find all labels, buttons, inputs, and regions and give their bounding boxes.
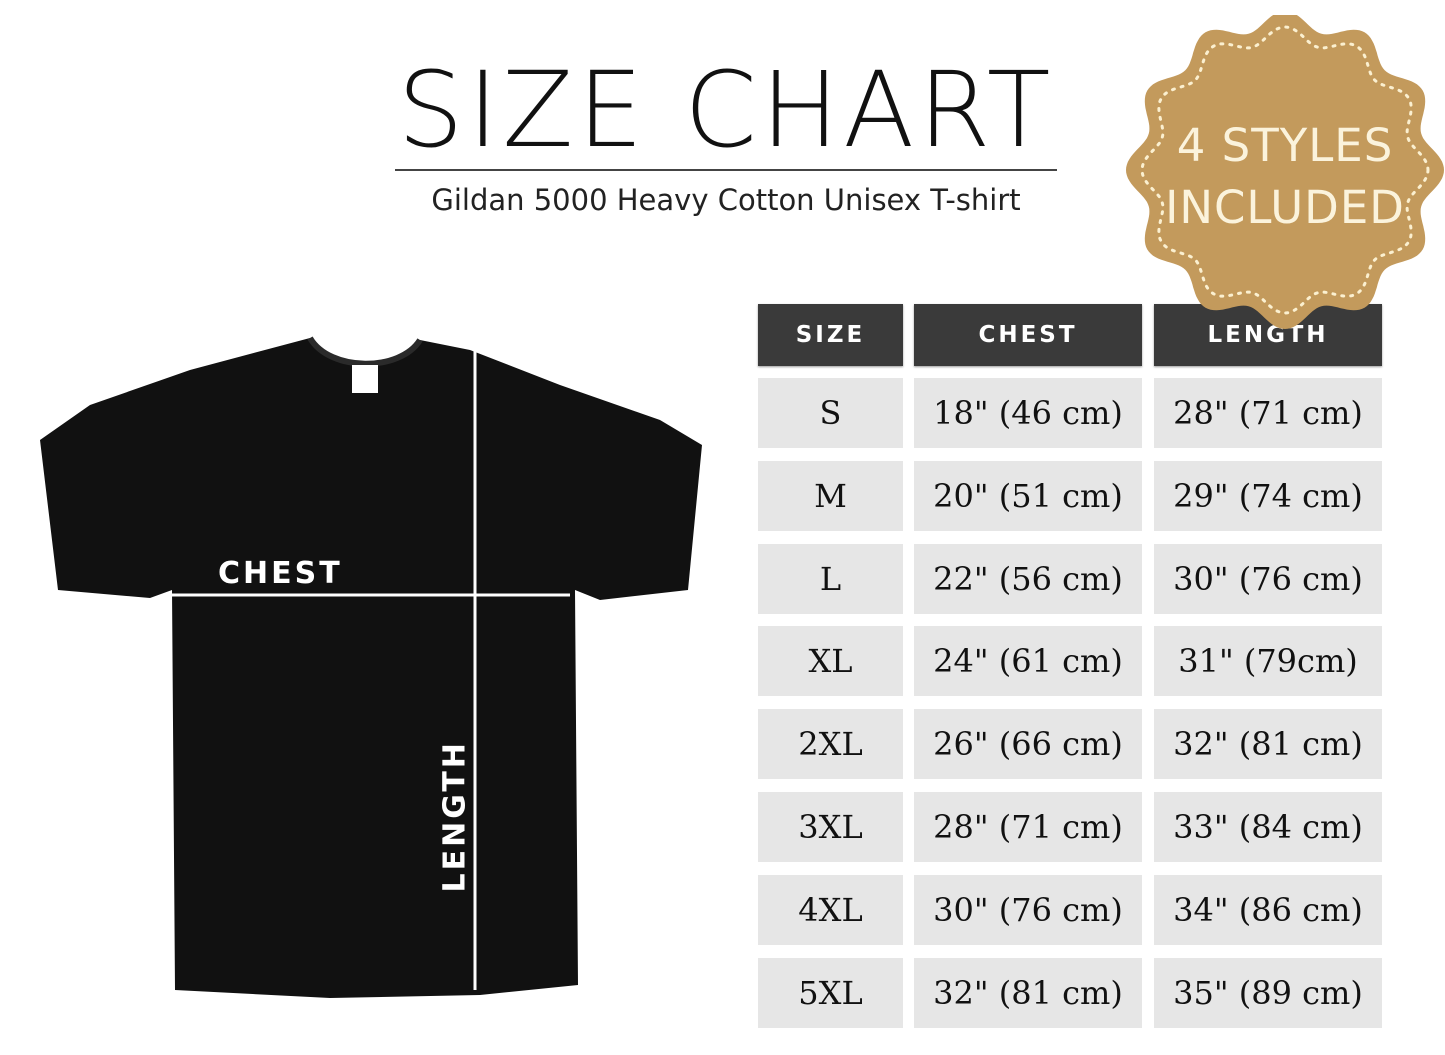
- length-label: LENGTH: [437, 740, 473, 893]
- page-title: SIZE CHART: [397, 49, 1055, 171]
- cell-size: L: [758, 543, 903, 614]
- tshirt-illustration: [40, 336, 702, 998]
- badge-seal: [1126, 15, 1444, 329]
- cell-length: 30" (76 cm): [1154, 543, 1382, 614]
- tshirt-shape: [40, 338, 702, 998]
- cell-chest: 32" (81 cm): [914, 957, 1142, 1028]
- cell-chest: 28" (71 cm): [914, 792, 1142, 862]
- cell-chest: 30" (76 cm): [914, 874, 1142, 945]
- cell-length: 35" (89 cm): [1154, 957, 1382, 1028]
- cell-size: 2XL: [758, 709, 903, 780]
- cell-chest: 22" (56 cm): [914, 543, 1142, 614]
- cell-chest: 24" (61 cm): [914, 626, 1142, 697]
- cell-size: 3XL: [758, 792, 903, 862]
- badge-line-2: INCLUDED: [1165, 181, 1405, 234]
- cell-length: 31" (79cm): [1154, 626, 1382, 697]
- chest-label: CHEST: [218, 556, 343, 591]
- tshirt-tag: [352, 365, 378, 393]
- cell-size: S: [758, 378, 903, 448]
- badge-scallop-shape: [1126, 15, 1444, 329]
- cell-length: 34" (86 cm): [1154, 874, 1382, 945]
- header-size: SIZE: [758, 304, 903, 366]
- cell-chest: 26" (66 cm): [914, 709, 1142, 780]
- cell-size: 4XL: [758, 874, 903, 945]
- cell-chest: 18" (46 cm): [914, 378, 1142, 448]
- title-divider: [395, 169, 1057, 171]
- badge-text: 4 STYLES INCLUDED: [1130, 115, 1440, 239]
- cell-length: 33" (84 cm): [1154, 792, 1382, 862]
- header-length: LENGTH: [1154, 304, 1382, 366]
- page-subtitle: Gildan 5000 Heavy Cotton Unisex T-shirt: [431, 183, 1021, 217]
- header-chest: CHEST: [914, 304, 1142, 366]
- cell-size: 5XL: [758, 957, 903, 1028]
- badge-line-1: 4 STYLES: [1176, 119, 1394, 172]
- cell-length: 28" (71 cm): [1154, 378, 1382, 448]
- cell-length: 29" (74 cm): [1154, 460, 1382, 531]
- tshirt-neck: [307, 336, 423, 367]
- cell-chest: 20" (51 cm): [914, 460, 1142, 531]
- cell-length: 32" (81 cm): [1154, 709, 1382, 780]
- cell-size: XL: [758, 626, 903, 697]
- cell-size: M: [758, 460, 903, 531]
